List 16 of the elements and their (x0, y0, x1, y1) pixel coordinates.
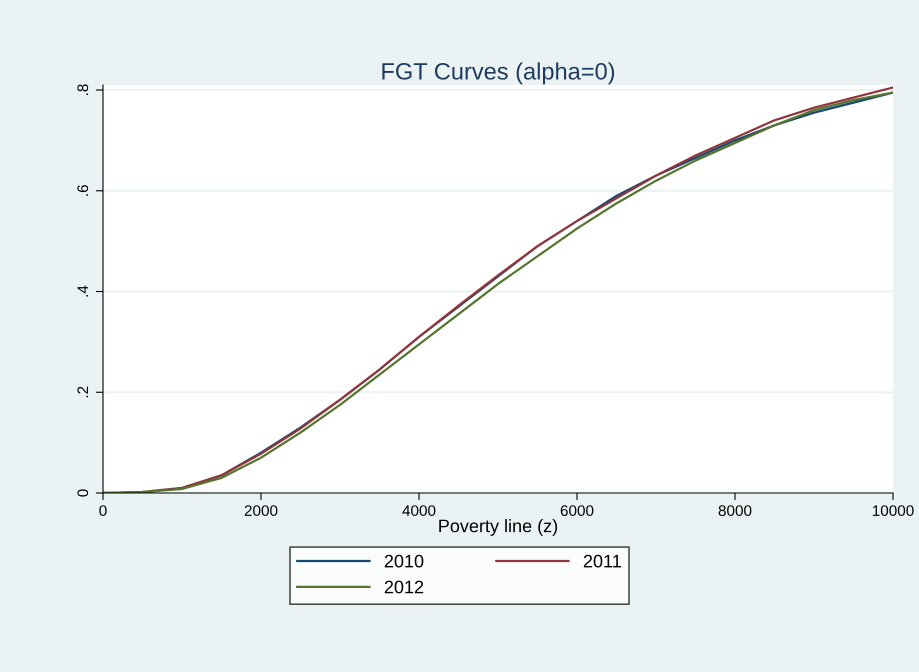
y-tick-label: .6 (77, 185, 88, 196)
x-tick-label: 4000 (402, 505, 436, 516)
y-tick-label: .2 (77, 386, 88, 398)
x-tick-label: 8000 (718, 505, 752, 516)
x-tick-label: 10000 (872, 505, 914, 516)
legend-label: 2010 (384, 554, 424, 568)
x-tick-label: 6000 (560, 505, 594, 516)
legend-label: 2011 (584, 554, 621, 568)
y-tick-label: 0 (77, 489, 88, 497)
y-tick-label: .8 (77, 84, 88, 96)
x-axis-title: Poverty line (z) (439, 519, 558, 536)
x-tick-label: 0 (99, 505, 107, 516)
x-tick-label: 2000 (244, 505, 278, 516)
legend-label: 2012 (384, 580, 424, 594)
y-tick-label: .4 (78, 286, 88, 296)
chart-title: FGT Curves (alpha=0) (382, 62, 614, 84)
